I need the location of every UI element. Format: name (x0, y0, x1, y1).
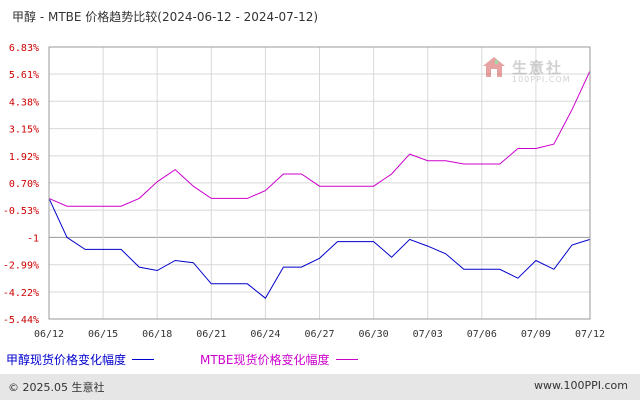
x-tick-label: 07/09 (521, 329, 551, 340)
legend-item-series1: 甲醇现货价格变化幅度 (6, 351, 155, 368)
line-chart: 6.83% 5.61% 4.38% 3.15% 1.92% 0.70% -0.53% -1 -2… (3, 43, 605, 340)
x-tick-label: 06/15 (88, 329, 118, 340)
legend-item-series2: MTBE现货价格变化幅度 (200, 351, 358, 368)
x-tick-label: 07/03 (413, 329, 443, 340)
y-tick-label: -4.22% (3, 288, 39, 299)
x-tick-label: 06/18 (142, 329, 172, 340)
y-tick-label: 6.83% (9, 43, 39, 54)
grid-layer (48, 46, 591, 320)
x-tick-label: 06/21 (196, 329, 226, 340)
plot-border (48, 46, 591, 320)
footer-site-link[interactable]: www.100PPI.com (534, 379, 628, 392)
x-tick-label: 07/06 (467, 329, 497, 340)
footer: © 2025.05 生意社 www.100PPI.com (0, 374, 640, 400)
y-tick-label: 4.38% (9, 97, 39, 108)
y-tick-label: -1 (27, 233, 39, 244)
y-tick-label: -5.44% (3, 315, 39, 326)
watermark-url: 100PPI.COM (512, 75, 571, 84)
chart-title: 甲醇 - MTBE 价格趋势比较(2024-06-12 - 2024-07-12… (12, 10, 319, 24)
y-tick-label: 5.61% (9, 70, 39, 81)
watermark-brand: 生意社 (512, 58, 564, 77)
x-axis-ticks: 06/12 06/15 06/18 06/21 06/24 06/27 06/30 07/03… (34, 329, 605, 340)
series-line-2 (48, 70, 591, 207)
y-axis-ticks: 6.83% 5.61% 4.38% 3.15% 1.92% 0.70% -0.53% -1 -2… (3, 43, 39, 326)
series-line-1 (48, 198, 591, 299)
legend-label-series2: MTBE现货价格变化幅度 (200, 353, 330, 367)
x-tick-label: 07/12 (575, 329, 605, 340)
legend-swatch-series1 (132, 359, 155, 360)
series-layer (48, 70, 591, 299)
y-tick-label: -2.99% (3, 261, 39, 272)
legend-label-series1: 甲醇现货价格变化幅度 (6, 353, 127, 367)
y-tick-label: 0.70% (9, 179, 39, 190)
legend-swatch-series2 (335, 359, 358, 360)
x-tick-label: 06/27 (304, 329, 334, 340)
y-tick-label: -0.53% (3, 206, 39, 217)
x-tick-label: 06/30 (359, 329, 389, 340)
house-logo-icon (483, 57, 505, 77)
y-tick-label: 1.92% (9, 152, 39, 163)
footer-copyright: © 2025.05 生意社 (8, 381, 105, 394)
x-tick-label: 06/24 (250, 329, 280, 340)
watermark: 生意社 100PPI.COM (482, 56, 570, 84)
y-tick-label: 3.15% (9, 125, 39, 136)
x-tick-label: 06/12 (34, 329, 64, 340)
